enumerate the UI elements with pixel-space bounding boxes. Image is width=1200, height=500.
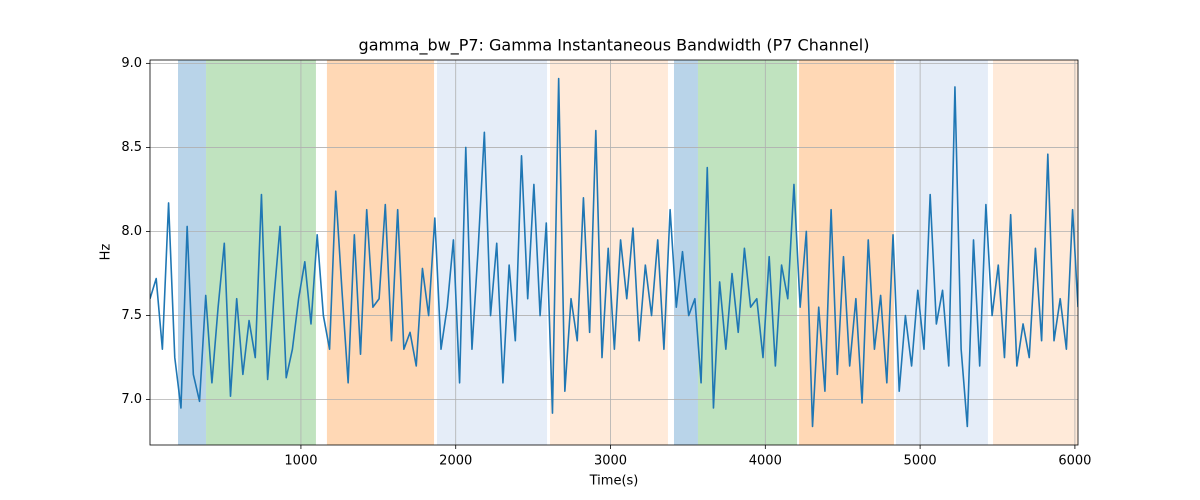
x-tick-label: 3000 <box>594 454 627 469</box>
y-tick-label: 8.5 <box>121 140 142 155</box>
x-tick-label: 6000 <box>1058 454 1091 469</box>
x-tick-label: 4000 <box>749 454 782 469</box>
x-tick-label: 1000 <box>284 454 317 469</box>
x-tick-label: 5000 <box>904 454 937 469</box>
y-tick-label: 8.0 <box>121 224 142 239</box>
y-tick-label: 7.5 <box>121 308 142 323</box>
shaded-span <box>799 60 894 445</box>
x-tick-label: 2000 <box>439 454 472 469</box>
shaded-span <box>206 60 316 445</box>
data-line <box>150 77 1078 428</box>
shaded-span <box>326 60 435 445</box>
y-axis-label: Hz <box>99 244 114 261</box>
y-tick-label: 9.0 <box>121 56 142 71</box>
shaded-span <box>673 60 698 445</box>
axes-frame <box>149 59 1079 446</box>
x-axis-label: Time(s) <box>589 474 639 489</box>
chart-title: gamma_bw_P7: Gamma Instantaneous Bandwid… <box>359 36 870 56</box>
y-tick-label: 7.0 <box>121 392 142 407</box>
